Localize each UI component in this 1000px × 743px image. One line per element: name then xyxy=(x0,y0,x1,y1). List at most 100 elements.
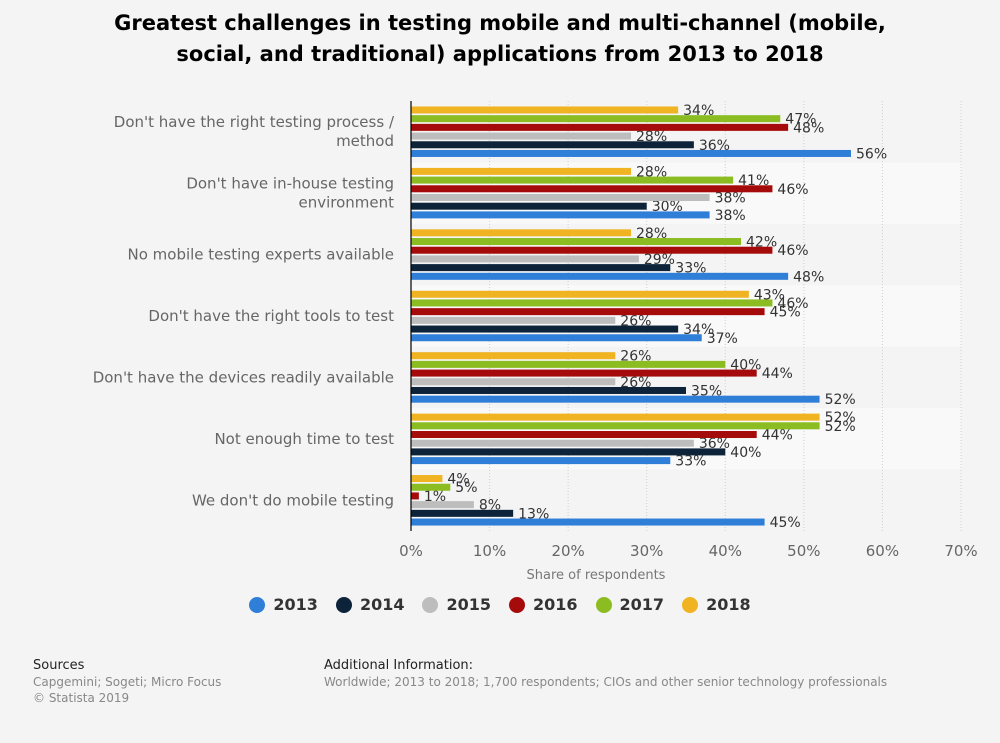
data-label-2013: 33% xyxy=(675,454,706,470)
bar-2014 xyxy=(411,386,686,394)
bar-2014 xyxy=(411,264,671,272)
bar-2017 xyxy=(411,483,451,491)
data-label-2016: 45% xyxy=(770,305,801,321)
data-label-2018: 4% xyxy=(447,472,469,488)
category-label: Don't have the right tools to test xyxy=(148,307,394,325)
category-label: Don't have the right testing process / xyxy=(114,113,395,131)
data-label-2013: 56% xyxy=(856,146,887,162)
bar-2018 xyxy=(411,106,679,114)
data-label-2015: 26% xyxy=(620,375,651,391)
data-label-2017: 40% xyxy=(730,357,761,373)
bar-2015 xyxy=(411,193,710,201)
bar-2015 xyxy=(411,316,616,324)
data-label-2017: 41% xyxy=(738,173,769,189)
data-label-2016: 46% xyxy=(777,182,808,198)
legend-label: 2013 xyxy=(273,595,318,614)
additional-info-heading: Additional Information: xyxy=(324,658,474,673)
data-label-2017: 52% xyxy=(825,419,856,435)
data-label-2014: 13% xyxy=(518,506,549,522)
x-tick-label: 0% xyxy=(399,542,423,560)
legend-marker xyxy=(335,596,352,613)
bar-2015 xyxy=(411,132,631,140)
bar-2016 xyxy=(411,369,757,377)
data-label-2013: 48% xyxy=(793,269,824,285)
bar-2016 xyxy=(411,123,789,131)
copyright-text: © Statista 2019 xyxy=(33,691,130,705)
data-label-2013: 37% xyxy=(707,331,738,347)
bar-2017 xyxy=(411,115,781,123)
x-tick-label: 60% xyxy=(866,542,899,560)
category-label: We don't do mobile testing xyxy=(192,491,394,509)
data-label-2018: 52% xyxy=(825,410,856,426)
bar-2016 xyxy=(411,246,773,254)
bar-2018 xyxy=(411,352,616,360)
legend-label: 2016 xyxy=(533,595,578,614)
data-label-2015: 38% xyxy=(715,190,746,206)
sources-text: Capgemini; Sogeti; Micro Focus xyxy=(33,675,222,689)
bar-2015 xyxy=(411,378,616,386)
data-label-2015: 28% xyxy=(636,129,667,145)
bar-2014 xyxy=(411,448,726,456)
footer-sources: Sources Capgemini; Sogeti; Micro Focus ©… xyxy=(33,657,221,706)
bar-2014 xyxy=(411,325,679,333)
legend-marker xyxy=(249,596,266,613)
data-label-2018: 26% xyxy=(620,349,651,365)
category-label: method xyxy=(336,132,394,150)
legend-marker xyxy=(509,596,525,613)
bar-2016 xyxy=(411,431,757,439)
bar-2018 xyxy=(411,290,749,298)
bar-2017 xyxy=(411,360,726,368)
bar-2018 xyxy=(411,167,631,175)
legend-label: 2015 xyxy=(446,595,491,614)
data-label-2014: 35% xyxy=(691,383,722,399)
data-label-2017: 42% xyxy=(746,235,777,251)
bar-2013 xyxy=(411,272,789,280)
sources-heading: Sources xyxy=(33,658,85,673)
bar-2013 xyxy=(411,518,765,526)
data-label-2013: 52% xyxy=(825,392,856,408)
bar-2015 xyxy=(411,501,474,509)
data-label-2014: 36% xyxy=(699,138,730,154)
legend-item-2013[interactable]: 2013 xyxy=(249,595,318,614)
data-label-2015: 8% xyxy=(479,498,501,514)
x-tick-label: 20% xyxy=(551,542,584,560)
bar-2014 xyxy=(411,141,694,149)
data-label-2013: 38% xyxy=(715,208,746,224)
bar-2018 xyxy=(411,413,820,421)
bar-2015 xyxy=(411,255,639,263)
data-label-2018: 28% xyxy=(636,164,667,180)
footer-additional-info: Additional Information: Worldwide; 2013 … xyxy=(324,657,887,690)
bar-2018 xyxy=(411,475,443,483)
x-tick-label: 30% xyxy=(630,542,663,560)
bar-2016 xyxy=(411,308,765,316)
bar-2017 xyxy=(411,299,773,307)
legend-label: 2014 xyxy=(359,595,405,614)
data-label-2017: 46% xyxy=(777,296,808,312)
legend-marker xyxy=(682,596,699,613)
legend-item-2018[interactable]: 2018 xyxy=(682,595,751,614)
bar-2017 xyxy=(411,176,734,184)
legend-item-2014[interactable]: 2014 xyxy=(335,595,405,614)
data-label-2016: 1% xyxy=(424,489,446,505)
legend-item-2015[interactable]: 2015 xyxy=(422,595,491,614)
bar-2013 xyxy=(411,395,820,403)
legend-label: 2018 xyxy=(706,595,751,614)
data-label-2017: 5% xyxy=(455,480,477,496)
data-label-2016: 48% xyxy=(793,120,824,136)
legend-item-2017[interactable]: 2017 xyxy=(595,595,665,614)
additional-info-text: Worldwide; 2013 to 2018; 1,700 responden… xyxy=(324,675,888,689)
legend-item-2016[interactable]: 2016 xyxy=(509,595,578,614)
bar-2015 xyxy=(411,439,694,447)
data-label-2018: 34% xyxy=(683,103,714,119)
bar-2016 xyxy=(411,492,419,500)
legend-label: 2017 xyxy=(619,595,665,614)
bar-2013 xyxy=(411,334,702,342)
chart-title: Greatest challenges in testing mobile an… xyxy=(40,8,960,70)
category-label: Don't have the devices readily available xyxy=(93,368,394,386)
data-label-2015: 29% xyxy=(644,252,675,268)
chart-title-line-2: social, and traditional) applications fr… xyxy=(176,42,824,66)
bar-2017 xyxy=(411,238,741,246)
bar-2013 xyxy=(411,149,851,157)
data-label-2018: 28% xyxy=(636,226,667,242)
x-tick-label: 10% xyxy=(473,542,506,560)
